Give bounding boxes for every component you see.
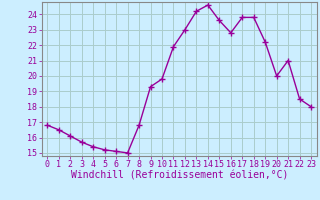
X-axis label: Windchill (Refroidissement éolien,°C): Windchill (Refroidissement éolien,°C) — [70, 171, 288, 181]
